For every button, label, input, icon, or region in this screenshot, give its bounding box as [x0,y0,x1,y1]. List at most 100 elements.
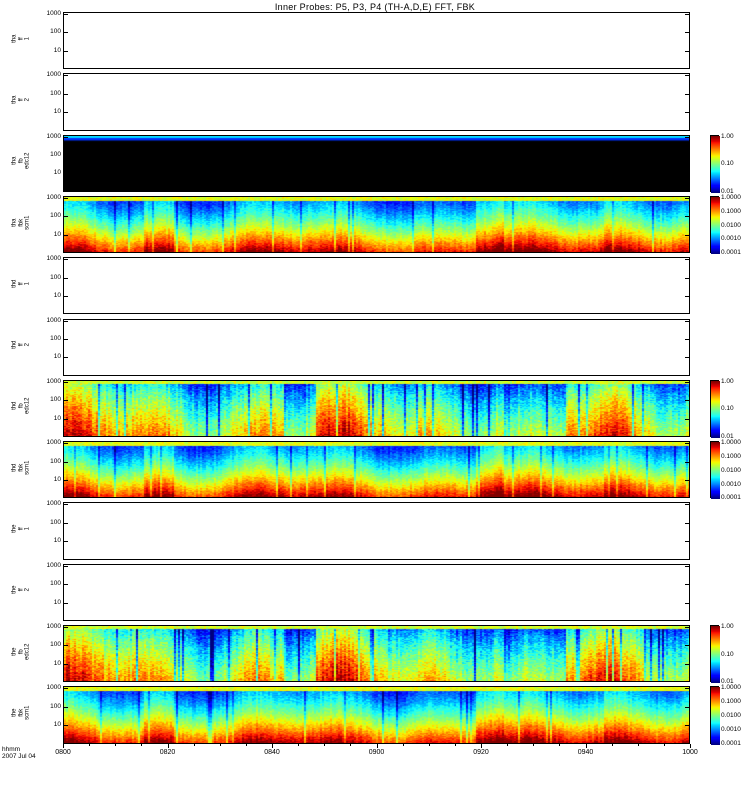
cb-the-fb: 1.00 0.10 0.01 [710,623,734,685]
y-tick-mark [64,136,68,138]
y-tick-mark [64,541,68,543]
y-tick-mark [64,706,68,708]
panel-tha-ff-2: 1000 100 10 [47,72,690,131]
x-minor-tick [559,743,561,746]
plot-area-tha-fb [64,135,689,191]
y-tick-label: 100 [50,212,61,220]
y-tick-mark [685,706,689,708]
y-tick-label: 1000 [46,193,61,201]
axis-label-thd-fb: thd fb edc12 [11,398,31,415]
y-tick-mark [64,400,68,402]
y-tick-label: 1000 [46,623,61,630]
y-tick-mark [64,277,68,279]
axis-label-thd-fbk: thd fbk scm1 [11,460,31,475]
x-minor-tick [193,743,195,746]
axis-label-the-ff-2: the ff 2 [11,585,31,595]
x-tick-label: 0920 [473,748,489,756]
y-tick-mark [64,725,68,727]
x-minor-tick [219,743,221,746]
colorbar-tick-label: 0.1000 [721,698,741,706]
y-tick-mark [685,277,689,279]
panel-thd-fbk: 1000 100 10 [47,440,690,499]
y-tick-mark [64,216,68,218]
y-tick-label: 1000 [46,132,61,140]
y-tick-mark [64,443,68,445]
y-tick-label: 1000 [46,500,61,508]
y-tick-mark [64,565,68,567]
x-tick-mark [481,743,482,748]
y-tick-label: 1000 [46,561,61,569]
y-tick-mark [685,443,689,445]
plot-area-tha-fbk [64,196,689,253]
colorbar-tick-label: 1.0000 [721,193,741,201]
y-tick-mark [685,541,689,543]
colorbar-tick-label: 0.0100 [721,466,741,474]
y-tick-mark [685,136,689,138]
y-tick-mark [685,381,689,383]
plot-area-thd-fb [64,380,689,437]
y-tick-mark [64,320,68,322]
axis-label-thd-ff-2: thd ff 2 [11,340,31,350]
y-tick-label: 100 [50,334,61,342]
y-tick-label: 10 [53,598,61,606]
y-tick-mark [685,688,689,690]
colorbar-gradient [711,380,720,439]
x-minor-tick [298,743,300,746]
panel-tha-fb: 1000 100 10 [47,133,690,192]
colorbar-tick-label: 1.0000 [721,684,741,692]
x-minor-tick [141,743,143,746]
y-tick-mark [685,725,689,727]
y-tick-mark [685,14,689,15]
spectrogram-the-fbk [64,687,689,743]
y-tick-mark [685,357,689,359]
x-tick-mark [690,743,691,748]
y-tick-mark [685,565,689,567]
y-tick-mark [685,216,689,218]
y-tick-mark [685,32,689,34]
y-tick-label: 10 [53,230,61,238]
spectrogram-the-fb [64,626,689,682]
plot-area-the-fbk [64,687,689,743]
y-tick-mark [64,197,68,199]
y-tick-mark [64,112,68,114]
y-tick-mark [685,522,689,524]
y-tick-label: 100 [50,457,61,465]
y-tick-label: 100 [50,580,61,588]
x-minor-tick [454,743,456,746]
y-tick-label: 1000 [46,10,61,17]
y-tick-mark [64,418,68,420]
cb-tha-fbk: 1.0000 0.1000 0.0100 0.0010 0.0001 [710,194,741,256]
colorbar-gradient [711,196,720,255]
x-minor-tick [89,743,91,746]
cb-tha-fb: 1.00 0.10 0.01 [710,133,734,194]
y-tick-label: 100 [50,702,61,710]
y-tick-mark [685,259,689,261]
colorbar-tick-label: 0.0001 [721,739,741,747]
colorbar-tick-label: 0.0010 [721,480,741,488]
colorbar-tick-label: 0.1000 [721,207,741,215]
y-tick-mark [64,645,68,647]
colorbar-tick-label: 0.01 [721,187,734,195]
axis-label-the-fbk: the fbk scm1 [11,705,31,720]
y-tick-mark [64,50,68,52]
y-tick-label: 100 [50,396,61,404]
y-tick-mark [64,584,68,586]
colorbar-gradient [711,442,720,500]
cb-the-fbk: 1.0000 0.1000 0.0100 0.0010 0.0001 [710,685,741,746]
y-tick-mark [685,173,689,175]
x-minor-tick [533,743,535,746]
colorbar-tick-label: 1.00 [721,132,734,140]
axis-label-the-ff-1: the ff 1 [11,524,31,533]
panel-the-fbk: 1000 100 10 [47,685,690,744]
colorbar-tick-label: 0.0010 [721,235,741,243]
y-tick-label: 1000 [46,377,61,385]
y-tick-label: 10 [53,721,61,729]
y-tick-mark [685,234,689,236]
axis-label-the-fb: the fb edc12 [11,643,31,660]
y-tick-label: 100 [50,273,61,281]
x-minor-tick [324,743,326,746]
x-minor-tick [507,743,509,746]
y-tick-mark [64,663,68,665]
y-tick-label: 10 [53,169,61,177]
x-tick-label: 0900 [368,748,385,756]
